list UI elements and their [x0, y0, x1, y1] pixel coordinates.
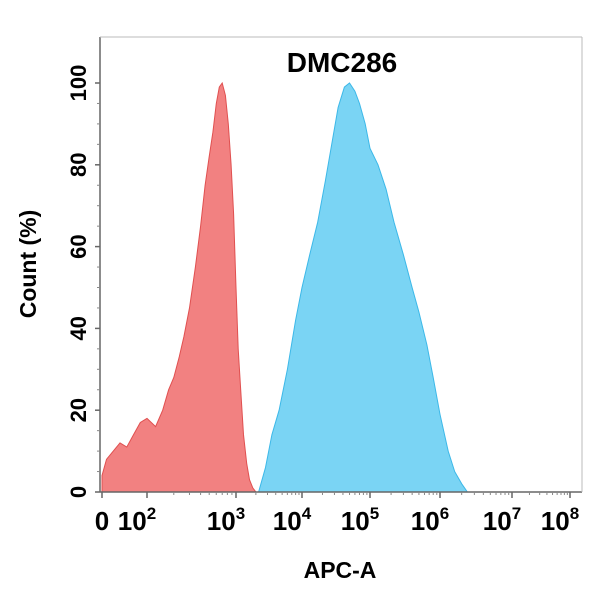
x-tick-label: 105: [341, 504, 379, 536]
y-tick-label: 0: [66, 486, 91, 498]
x-tick-label: 107: [483, 504, 521, 536]
y-tick-label: 60: [66, 234, 91, 258]
x-ticks: 0 102 103 104 105 106 107 108: [95, 492, 579, 536]
x-tick-label: 0: [95, 506, 109, 536]
histogram-series-1: [101, 81, 257, 493]
axes: [99, 36, 583, 493]
y-tick-label: 100: [66, 65, 91, 102]
chart-title: DMC286: [287, 47, 397, 78]
x-tick-label: 102: [118, 504, 156, 536]
x-tick-label: 103: [207, 504, 245, 536]
y-axis-label: Count (%): [15, 210, 41, 319]
y-ticks: 0 20 40 60 80 100: [66, 65, 100, 498]
histogram-series-2: [257, 82, 469, 493]
y-tick-label: 40: [66, 316, 91, 340]
y-tick-label: 80: [66, 153, 91, 177]
x-tick-label: 104: [273, 504, 312, 536]
x-tick-label: 108: [541, 504, 579, 536]
y-tick-label: 20: [66, 398, 91, 422]
x-axis-label: APC-A: [304, 557, 377, 583]
series-areas: [101, 81, 469, 493]
x-tick-label: 106: [411, 504, 449, 536]
